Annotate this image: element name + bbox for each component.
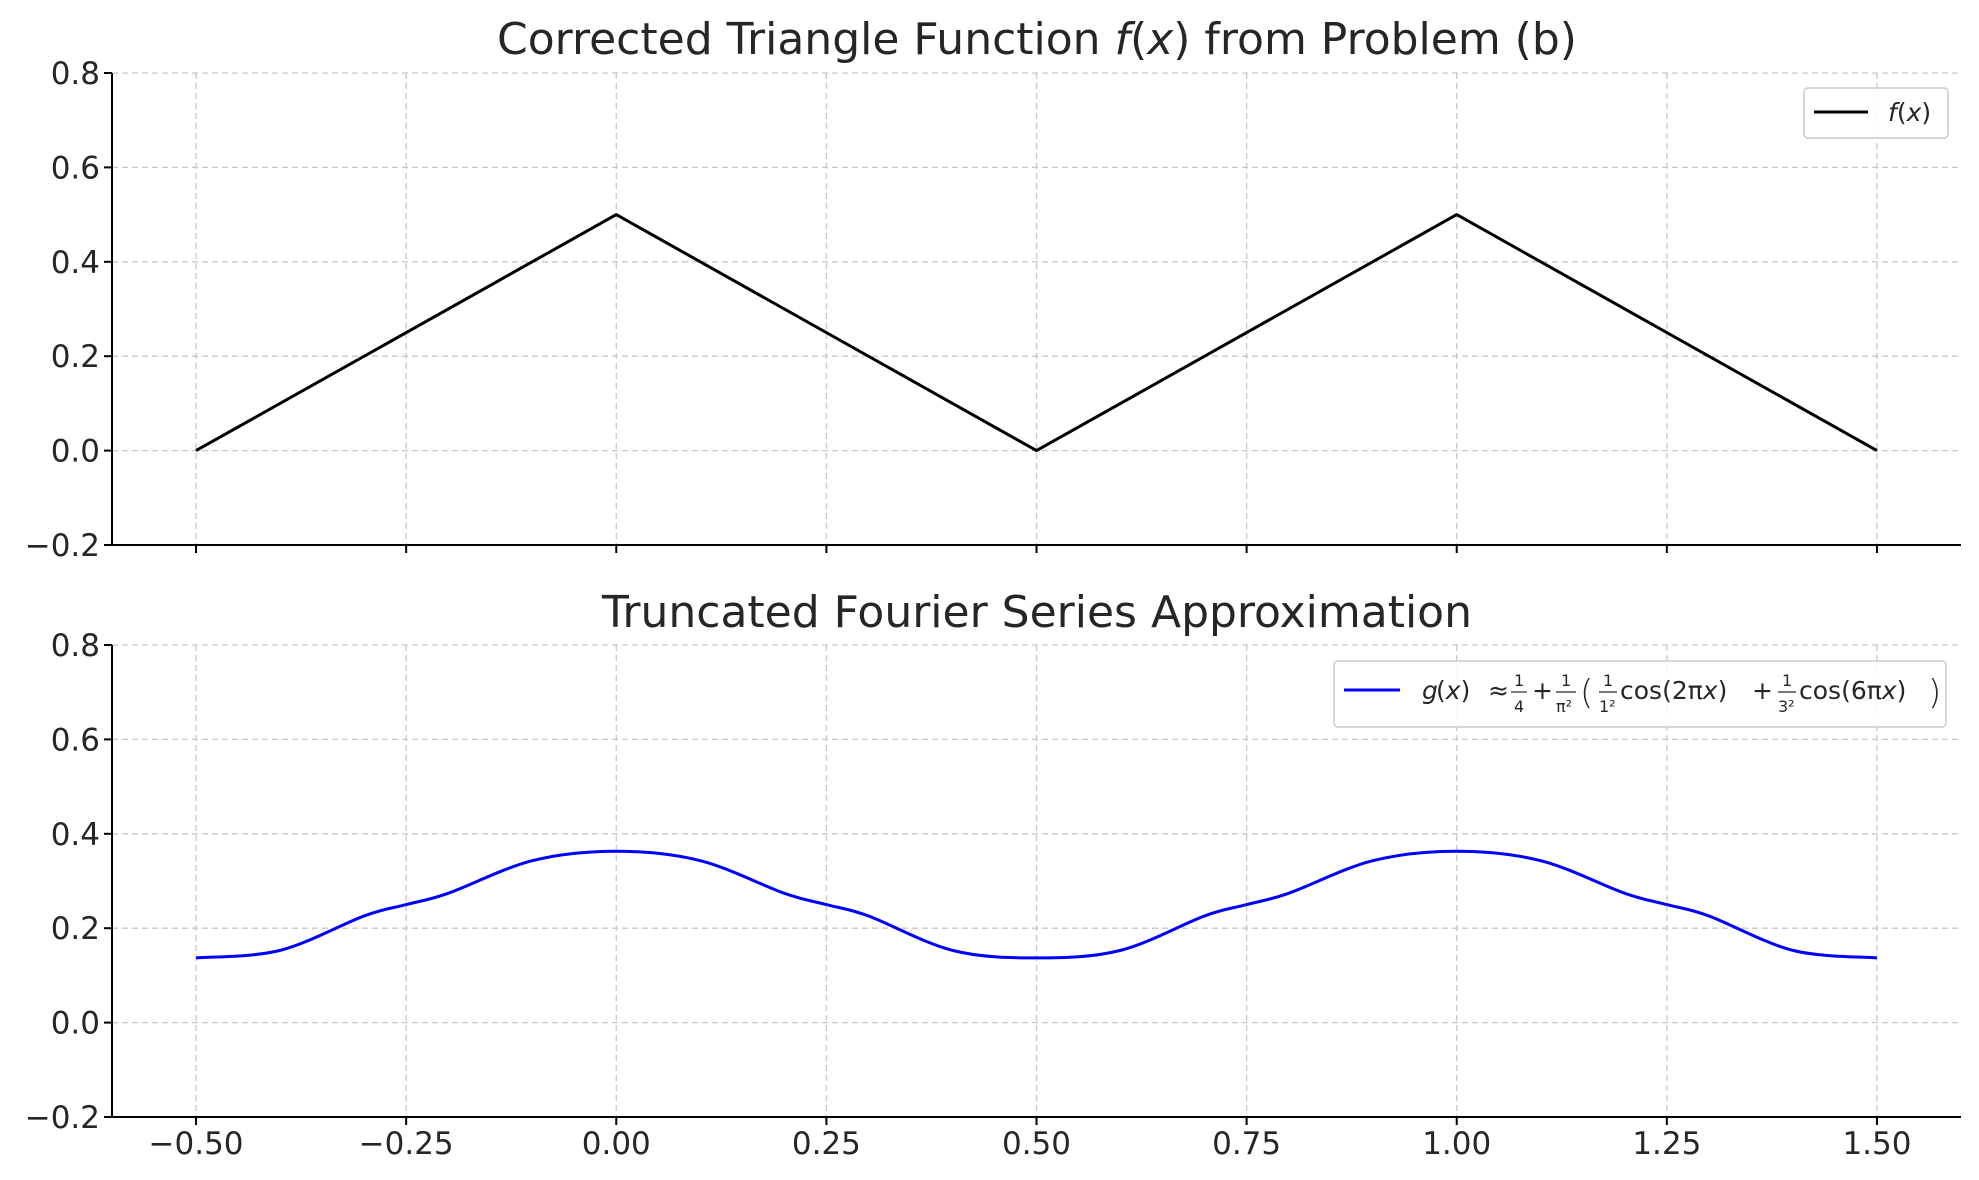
legend-frac-pi-den: π²	[1556, 697, 1572, 716]
legend-frac-k1-num: 1	[1603, 671, 1613, 690]
legend-approx: ≈	[1488, 676, 1509, 705]
top-legend-box	[1803, 87, 1949, 139]
bottom-x-tick-label: 1.50	[1842, 1126, 1911, 1162]
bottom-x-tick-label: 0.50	[1002, 1126, 1071, 1162]
legend-cos-1: cos(2πx)	[1620, 676, 1727, 705]
top-chart-panel: Corrected Triangle Function f(x) from Pr…	[25, 14, 1961, 564]
top-y-tick-label: 0.2	[51, 339, 100, 375]
bottom-y-tick-label: 0.4	[51, 817, 100, 853]
bottom-series	[195, 849, 1878, 960]
legend-g: g	[1422, 676, 1438, 705]
bottom-x-tick-label: −0.50	[149, 1126, 244, 1162]
bottom-y-tick-label: −0.2	[25, 1100, 100, 1136]
bottom-x-tick-label: 0.75	[1212, 1126, 1281, 1162]
legend-frac-pi-num: 1	[1561, 671, 1571, 690]
bottom-x-tick-label: 0.25	[792, 1126, 861, 1162]
legend-big-paren-close: )	[1928, 673, 1941, 713]
legend-cos-3: cos(6πx)	[1799, 676, 1906, 705]
bottom-y-tick-label: 0.2	[51, 911, 100, 947]
bottom-y-tick-label: 0.8	[51, 628, 100, 664]
top-legend: f(x)	[1803, 87, 1949, 139]
top-y-tick-label: 0.4	[51, 245, 100, 281]
top-legend-label: f(x)	[1888, 98, 1931, 127]
legend-frac-k1-den: 1²	[1599, 697, 1616, 716]
legend-paren-x: (x)	[1436, 676, 1470, 705]
top-grid	[112, 72, 1961, 546]
legend-frac-k3-num: 1	[1782, 671, 1792, 690]
legend-frac-k3-den: 3²	[1778, 697, 1795, 716]
bottom-legend-label: g (x) ≈ 1 4 + 1 π² ( 1 1² cos(2πx) + 1 3…	[1422, 671, 1941, 716]
bottom-chart-title: Truncated Fourier Series Approximation	[601, 587, 1472, 638]
top-y-tick-label: 0.8	[51, 56, 100, 92]
legend-plus-2: +	[1752, 676, 1773, 705]
bottom-x-tick-label: 1.00	[1422, 1126, 1491, 1162]
top-series	[195, 213, 1878, 453]
top-y-tick-label: 0.0	[51, 434, 100, 470]
top-y-tick-label: 0.6	[51, 150, 100, 186]
legend-frac-quarter-den: 4	[1514, 697, 1524, 716]
bottom-x-tick-label: 0.00	[582, 1126, 651, 1162]
bottom-y-tick-label: 0.6	[51, 722, 100, 758]
legend-big-paren-open: (	[1580, 673, 1593, 713]
bottom-chart-panel: Truncated Fourier Series Approximation −…	[25, 587, 1961, 1162]
bottom-legend: g (x) ≈ 1 4 + 1 π² ( 1 1² cos(2πx) + 1 3…	[1333, 660, 1947, 728]
bottom-x-tick-label: −0.25	[359, 1126, 454, 1162]
bottom-y-tick-label: 0.0	[51, 1006, 100, 1042]
top-axes: −0.2 0.0 0.2 0.4 0.6 0.8	[25, 56, 1961, 564]
bottom-legend-box	[1333, 660, 1947, 728]
bottom-axes: −0.2 0.0 0.2 0.4 0.6 0.8 −0.50 −0.25 0.00 0.25 0.5…	[25, 628, 1961, 1162]
top-chart-title: Corrected Triangle Function f(x) from Pr…	[497, 14, 1577, 65]
bottom-x-tick-label: 1.25	[1632, 1126, 1701, 1162]
legend-plus-1: +	[1532, 676, 1553, 705]
legend-frac-quarter-num: 1	[1514, 671, 1524, 690]
top-y-tick-label: −0.2	[25, 528, 100, 564]
